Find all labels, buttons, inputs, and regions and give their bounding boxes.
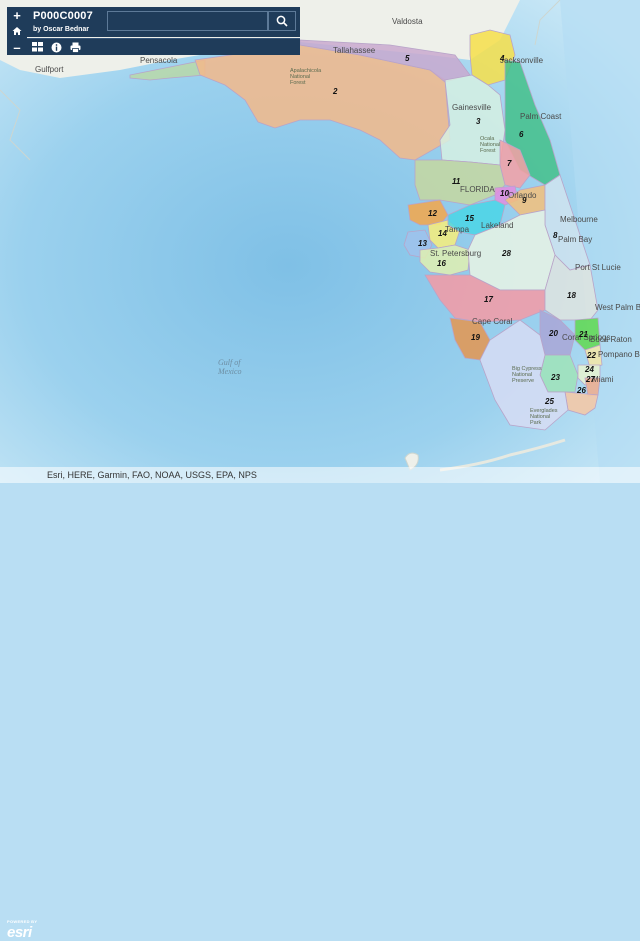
- district-22[interactable]: [584, 344, 603, 369]
- district-label-20: 20: [548, 329, 558, 338]
- city-west-palm-beach: West Palm Beach: [595, 303, 640, 312]
- home-icon: [12, 27, 22, 35]
- park-apalachicola: Apalachicola National Forest: [290, 68, 322, 86]
- district-label-3: 3: [476, 117, 481, 126]
- app-subtitle: by Oscar Bednar: [33, 26, 90, 33]
- attribution-bar: Esri, HERE, Garmin, FAO, NOAA, USGS, EPA…: [0, 467, 640, 483]
- district-label-10: 10: [500, 189, 509, 198]
- atlantic-water: [560, 0, 640, 483]
- city-melbourne: Melbourne: [560, 215, 598, 224]
- city-miami: Miami: [592, 375, 614, 384]
- city-palm-coast: Palm Coast: [520, 112, 562, 121]
- city-gainesville: Gainesville: [452, 103, 492, 112]
- district-label-2: 2: [332, 87, 338, 96]
- districts-layer[interactable]: [129, 29, 603, 431]
- home-button[interactable]: [7, 23, 27, 39]
- district-label-18: 18: [567, 291, 576, 300]
- district-label-4: 4: [499, 54, 505, 63]
- district-labels: 2 3 4 5 6 7 8 9 10 11 12 13 14 15 16 17 …: [332, 54, 596, 406]
- district-label-5: 5: [405, 54, 410, 63]
- district-label-17: 17: [484, 295, 493, 304]
- city-lakeland: Lakeland: [481, 221, 513, 230]
- district-label-19: 19: [471, 333, 480, 342]
- district-label-26: 26: [576, 386, 586, 395]
- district-label-9: 9: [522, 196, 527, 205]
- district-label-7: 7: [507, 159, 512, 168]
- city-st-petersburg: St. Petersburg: [430, 249, 481, 258]
- zoom-out-button[interactable]: –: [13, 39, 21, 55]
- city-boca-raton: Boca Raton: [590, 335, 632, 344]
- city-pensacola: Pensacola: [140, 56, 178, 65]
- city-port-st-lucie: Port St Lucie: [575, 263, 621, 272]
- esri-wordmark: esri: [7, 924, 32, 941]
- app-title: P000C0007: [33, 10, 93, 22]
- city-tampa: Tampa: [445, 225, 470, 234]
- district-label-6: 6: [519, 130, 524, 139]
- app-header: P000C0007 by Oscar Bednar: [27, 7, 300, 37]
- district-label-22: 22: [586, 351, 596, 360]
- city-pompano-beach: Pompano Beach: [598, 350, 640, 359]
- info-icon: [51, 42, 62, 52]
- district-label-27: 27: [585, 375, 595, 384]
- search-icon: [276, 15, 288, 27]
- zoom-controls: + –: [7, 7, 27, 55]
- city-valdosta: Valdosta: [392, 17, 423, 26]
- district-label-23: 23: [550, 373, 560, 382]
- city-palm-bay: Palm Bay: [558, 235, 592, 244]
- map-canvas[interactable]: Valdosta Tallahassee Pensacola Gulfport …: [0, 0, 640, 483]
- gulf-of-mexico-label: Gulf of Mexico: [217, 358, 242, 376]
- city-gulfport: Gulfport: [35, 65, 64, 74]
- search-button[interactable]: [268, 11, 296, 31]
- print-icon: [70, 42, 81, 53]
- basemap-button[interactable]: [30, 40, 45, 54]
- map-toolbar: [27, 38, 300, 55]
- park-ocala: Ocala National Forest: [480, 136, 500, 154]
- print-button[interactable]: [68, 40, 83, 54]
- district-label-16: 16: [437, 259, 446, 268]
- district-label-15: 15: [465, 214, 474, 223]
- district-label-12: 12: [428, 209, 437, 218]
- florida-keys: [439, 438, 566, 472]
- state-label: FLORIDA: [460, 185, 495, 194]
- basemap-gallery-icon: [32, 42, 43, 52]
- city-orlando: Orlando: [508, 191, 537, 200]
- district-16[interactable]: [419, 244, 471, 276]
- district-label-24: 24: [584, 365, 594, 374]
- district-label-14: 14: [438, 229, 447, 238]
- district-25[interactable]: [479, 319, 569, 431]
- city-cape-coral: Cape Coral: [472, 317, 513, 326]
- zoom-in-button[interactable]: +: [13, 7, 21, 23]
- district-label-25: 25: [544, 397, 554, 406]
- info-button[interactable]: [49, 40, 64, 54]
- district-label-28: 28: [501, 249, 511, 258]
- district-label-21: 21: [578, 330, 588, 339]
- city-jacksonville: Jacksonville: [500, 56, 544, 65]
- district-label-13: 13: [418, 239, 427, 248]
- attribution-text: Esri, HERE, Garmin, FAO, NOAA, USGS, EPA…: [47, 470, 257, 480]
- district-label-11: 11: [452, 177, 461, 186]
- coast-lines: [0, 0, 561, 161]
- park-everglades: Everglades National Park: [530, 408, 558, 426]
- search-input[interactable]: [107, 11, 268, 31]
- city-coral-springs: Coral Springs: [562, 333, 610, 342]
- district-label-8: 8: [553, 231, 558, 240]
- esri-logo[interactable]: POWERED BY esri: [3, 459, 45, 941]
- park-big-cypress: Big Cypress National Preserve: [512, 366, 542, 384]
- city-tallahassee: Tallahassee: [333, 46, 376, 55]
